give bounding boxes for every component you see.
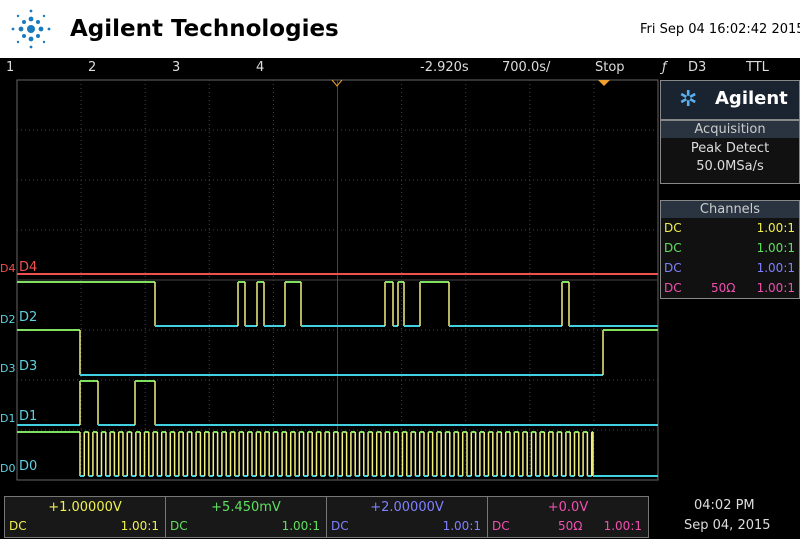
delay: -2.920s	[420, 60, 469, 75]
coupling: DC	[664, 241, 682, 255]
impedance: 50Ω	[558, 519, 583, 533]
d4-label: D4	[19, 260, 38, 275]
brand-star: ✲	[679, 87, 698, 112]
trigger-icon: ƒ	[662, 60, 667, 75]
brand-box: ✲ Agilent	[660, 80, 800, 120]
channel-cell[interactable]: +1.00000V DC 1.00:1	[4, 496, 166, 538]
d0-marker: D0	[0, 462, 16, 475]
probe: 1.00:1	[756, 221, 795, 235]
channel-cell[interactable]: +5.450mV DC 1.00:1	[165, 496, 327, 538]
acquisition-box[interactable]: Acquisition Peak Detect 50.0MSa/s	[660, 120, 800, 184]
date: Sep 04, 2015	[684, 518, 771, 533]
logo	[11, 9, 51, 49]
coupling: DC	[170, 519, 188, 533]
graticule	[16, 79, 659, 481]
offset: +0.0V	[547, 500, 589, 515]
d4-marker: D4	[0, 262, 16, 275]
probe: 1.00:1	[756, 281, 795, 295]
coupling: DC	[664, 281, 682, 295]
probe: 1.00:1	[281, 519, 320, 533]
channel-3[interactable]: 3	[172, 60, 181, 75]
timebase: 700.0s/	[502, 60, 551, 75]
channels-box[interactable]: Channels DC 1.00:1 DC 1.00:1 DC 1.00:1 DC 50Ω 1.…	[660, 200, 800, 299]
time: 04:02 PM	[694, 498, 755, 513]
channel-2[interactable]: 2	[88, 60, 97, 75]
trigger-marker	[598, 80, 610, 86]
probe: 1.00:1	[120, 519, 159, 533]
run-state: Stop	[595, 60, 625, 75]
channels-title: Channels	[661, 201, 799, 218]
probe: 1.00:1	[756, 261, 795, 275]
impedance: 50Ω	[711, 281, 736, 295]
probe: 1.00:1	[603, 519, 642, 533]
d2-label: D2	[19, 310, 38, 325]
channel-cell[interactable]: +2.00000V DC 1.00:1	[326, 496, 488, 538]
header: Agilent Technologies Fri Sep 04 16:02:42…	[0, 0, 800, 58]
offset: +1.00000V	[48, 500, 122, 515]
coupling: DC	[664, 261, 682, 275]
title: Agilent Technologies	[70, 16, 339, 42]
offset: +2.00000V	[370, 500, 444, 515]
coupling: DC	[492, 519, 510, 533]
channel-4[interactable]: 4	[256, 60, 265, 75]
acq-mode: Peak Detect	[690, 141, 770, 156]
channel-cell[interactable]: +0.0V DC 50Ω 1.00:1	[487, 496, 649, 538]
trigger-level: TTL	[746, 60, 769, 75]
d0-label: D0	[19, 459, 38, 474]
trigger-source: D3	[688, 60, 707, 75]
d1-marker: D1	[0, 412, 16, 425]
coupling: DC	[664, 221, 682, 235]
channel-1[interactable]: 1	[6, 60, 15, 75]
d1-label: D1	[19, 409, 38, 424]
probe: 1.00:1	[442, 519, 481, 533]
acq-rate: 50.0MSa/s	[696, 159, 764, 174]
offset: +5.450mV	[211, 500, 281, 515]
acquisition-title: Acquisition	[661, 121, 799, 138]
coupling: DC	[9, 519, 27, 533]
coupling: DC	[331, 519, 349, 533]
datetime: Fri Sep 04 16:02:42 2015	[640, 22, 800, 37]
d2-marker: D2	[0, 313, 16, 326]
brand: Agilent	[715, 88, 788, 109]
d3-label: D3	[19, 359, 38, 374]
probe: 1.00:1	[756, 241, 795, 255]
d3-marker: D3	[0, 362, 16, 375]
trigger-pos	[331, 79, 343, 87]
